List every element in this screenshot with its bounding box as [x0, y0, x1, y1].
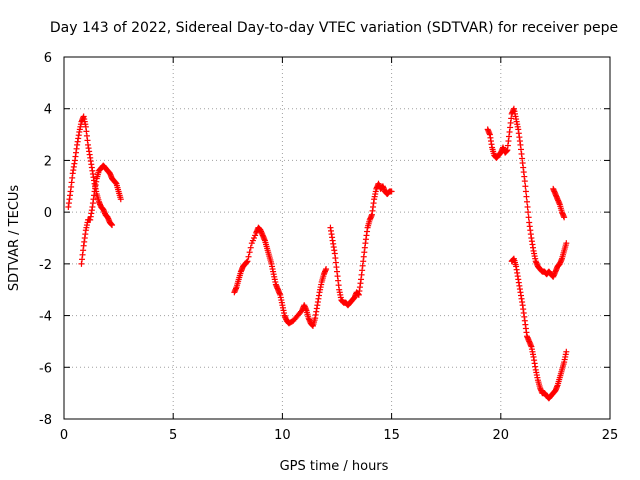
data-point	[563, 348, 570, 355]
plot-frame	[63, 56, 611, 420]
data-point	[371, 188, 379, 203]
data-point	[513, 263, 521, 280]
data-point	[515, 126, 523, 145]
x-tick-label: 15	[383, 428, 400, 443]
data-point	[85, 141, 93, 158]
data-point	[561, 242, 569, 254]
data-point	[89, 192, 98, 210]
chart-grid	[64, 57, 610, 419]
data-point	[362, 228, 371, 247]
data-point	[355, 280, 364, 298]
x-tick-label: 10	[274, 428, 291, 443]
y-tick-label: -4	[39, 310, 52, 325]
data-point	[71, 145, 80, 164]
data-point	[109, 222, 116, 229]
data-point	[561, 214, 568, 221]
x-axis-label: GPS time / hours	[280, 459, 389, 474]
data-point	[314, 292, 322, 309]
x-tick-label: 20	[493, 428, 510, 443]
series-arc-1b	[78, 162, 124, 267]
data-point	[244, 244, 254, 265]
data-point	[561, 351, 569, 366]
data-point	[530, 353, 539, 370]
data-point	[78, 247, 87, 267]
data-point	[279, 302, 288, 316]
data-point	[521, 317, 530, 336]
data-points	[65, 105, 570, 402]
series-arc-4b	[508, 255, 570, 402]
data-point	[368, 200, 377, 218]
data-point	[270, 271, 279, 285]
data-point	[563, 240, 570, 247]
data-point	[323, 266, 330, 273]
data-point	[235, 270, 244, 283]
data-point	[519, 302, 528, 320]
data-point	[519, 160, 528, 180]
data-point	[513, 116, 521, 130]
data-point	[484, 126, 493, 137]
x-tick-label: 25	[602, 428, 619, 443]
data-point	[327, 224, 336, 241]
y-tick-label: -8	[39, 413, 52, 428]
data-point	[528, 235, 537, 251]
axis-ticks: 0 5 10 15 20 25 -8 -6 -4 -2 0 2 4 6	[39, 51, 618, 443]
data-point	[388, 188, 395, 195]
data-point	[530, 247, 539, 262]
data-point	[115, 188, 124, 201]
data-point	[316, 281, 325, 296]
data-point	[318, 273, 327, 285]
data-point	[266, 253, 274, 265]
data-point	[521, 178, 530, 200]
x-tick-label: 0	[60, 428, 68, 443]
data-point	[312, 305, 320, 322]
data-point	[558, 361, 567, 373]
series-arc-3	[327, 180, 395, 309]
data-point	[69, 160, 78, 177]
data-point	[82, 123, 91, 144]
data-point	[67, 174, 76, 195]
data-point	[515, 276, 523, 293]
y-tick-label: 4	[44, 103, 52, 118]
data-point	[264, 245, 272, 258]
series-arc-4a	[484, 105, 570, 280]
data-point	[358, 262, 366, 283]
chart-title: Day 143 of 2022, Sidereal Day-to-day VTE…	[50, 20, 618, 36]
data-point	[329, 237, 338, 254]
data-point	[532, 366, 541, 381]
y-tick-label: 6	[44, 51, 52, 66]
y-tick-label: 2	[44, 154, 52, 169]
data-point	[268, 260, 277, 275]
data-point	[517, 289, 526, 305]
data-point	[331, 250, 340, 271]
y-tick-label: 0	[44, 206, 52, 221]
data-point	[74, 132, 82, 148]
data-point	[76, 121, 84, 135]
data-point	[526, 219, 534, 238]
y-tick-label: -6	[39, 361, 52, 376]
x-tick-label: 5	[169, 428, 177, 443]
data-point	[65, 192, 74, 210]
y-tick-label: -2	[39, 258, 52, 273]
data-point	[334, 268, 342, 289]
data-point	[556, 368, 565, 381]
series-arc-5	[550, 185, 568, 221]
data-point	[360, 244, 368, 265]
data-point	[506, 115, 515, 135]
data-point	[80, 231, 89, 249]
series-arc-2	[231, 224, 330, 329]
data-point	[364, 218, 373, 231]
data-point	[87, 154, 95, 171]
data-point	[117, 196, 124, 203]
data-point	[237, 264, 246, 275]
data-point	[517, 141, 526, 162]
data-point	[486, 131, 495, 148]
y-axis-label: SDTVAR / TECUs	[7, 185, 22, 292]
data-point	[552, 191, 561, 201]
data-point	[87, 207, 95, 223]
data-point	[534, 377, 543, 390]
data-point	[524, 198, 532, 221]
data-point	[504, 133, 512, 154]
